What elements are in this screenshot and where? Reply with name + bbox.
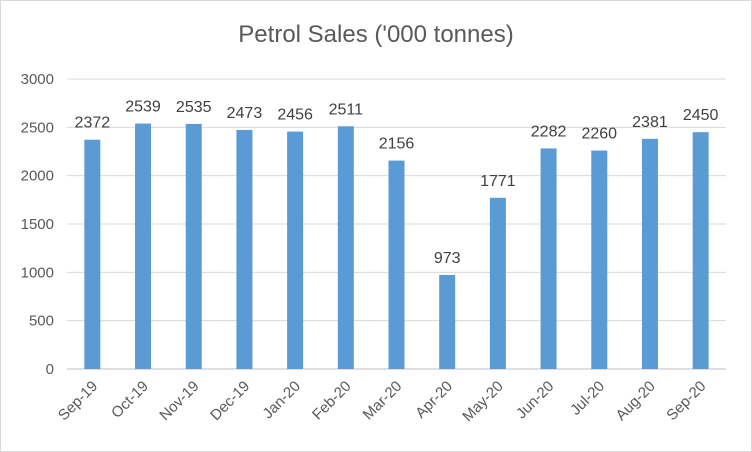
x-tick-label: Sep-19 [55,378,101,424]
data-label: 2282 [531,123,567,140]
data-label: 2539 [125,99,161,116]
data-label: 2456 [277,107,313,124]
bar-oct-19 [135,123,152,370]
bar-jan-20 [287,131,304,369]
chart-title: Petrol Sales ('000 tonnes) [238,21,514,48]
x-tick-label: Jan-20 [259,378,303,422]
bar-sep-19 [84,139,101,369]
x-tick-label: Nov-19 [156,378,202,424]
bar-sep-20 [692,132,709,369]
bar-mar-20 [388,160,405,369]
data-label: 2381 [632,114,668,131]
data-label: 2511 [329,101,364,118]
x-tick-label: Jul-20 [567,378,608,419]
data-label: 2372 [75,115,111,132]
bar-nov-19 [185,123,202,369]
x-tick-label: May-20 [459,378,506,425]
bar-aug-20 [641,138,658,369]
x-tick-label: Oct-19 [108,378,152,422]
y-tick-label: 2000 [21,168,54,185]
x-tick-label: Aug-20 [613,378,659,424]
bar-feb-20 [337,126,354,370]
bar-jun-20 [540,148,557,369]
data-label: 2473 [227,105,263,122]
x-tick-label: Dec-19 [207,378,253,424]
data-label: 1771 [480,173,516,190]
y-tick-label: 2500 [21,119,54,136]
x-tick-label: Apr-20 [412,378,456,422]
y-tick-label: 1000 [21,264,54,281]
bar-may-20 [489,197,506,369]
bar-dec-19 [236,129,253,369]
y-tick-label: 1500 [21,216,54,233]
data-label: 2535 [176,99,212,116]
data-label: 2450 [683,107,719,124]
y-tick-label: 0 [46,361,54,378]
data-label: 2156 [379,136,415,153]
x-tick-label: Jun-20 [513,378,557,422]
x-tick-label: Sep-20 [663,378,709,424]
bar-jul-20 [591,150,608,369]
bar-apr-20 [439,274,456,369]
y-tick-label: 500 [29,313,54,330]
y-tick-label: 3000 [21,71,54,88]
x-tick-label: Mar-20 [360,378,406,424]
data-label: 973 [434,250,461,267]
data-label: 2260 [581,126,617,143]
x-tick-label: Feb-20 [309,378,355,424]
